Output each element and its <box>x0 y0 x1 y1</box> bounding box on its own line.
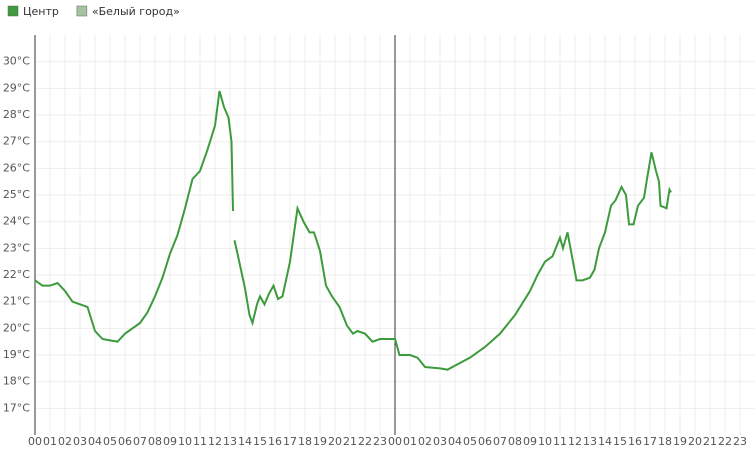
legend-label: Центр <box>23 5 59 18</box>
x-tick-label: 19 <box>313 435 327 448</box>
y-tick-label: 30°C <box>3 55 30 68</box>
y-tick-label: 19°C <box>3 348 30 361</box>
x-tick-label: 22 <box>718 435 732 448</box>
x-tick-label: 16 <box>628 435 642 448</box>
x-tick-label: 00 <box>28 435 42 448</box>
x-tick-label: 02 <box>418 435 432 448</box>
y-tick-label: 24°C <box>3 215 30 228</box>
x-tick-label: 15 <box>613 435 627 448</box>
y-tick-label: 21°C <box>3 295 30 308</box>
x-tick-label: 13 <box>583 435 597 448</box>
y-tick-label: 18°C <box>3 375 30 388</box>
x-tick-label: 13 <box>223 435 237 448</box>
x-tick-label: 11 <box>553 435 567 448</box>
x-tick-label: 17 <box>283 435 297 448</box>
x-tick-label: 21 <box>703 435 717 448</box>
x-tick-label: 05 <box>103 435 117 448</box>
line-series <box>233 152 672 371</box>
y-tick-label: 23°C <box>3 241 30 254</box>
x-tick-label: 03 <box>73 435 87 448</box>
y-tick-label: 28°C <box>3 108 30 121</box>
y-tick-label: 26°C <box>3 161 30 174</box>
x-tick-label: 23 <box>373 435 387 448</box>
x-tick-label: 22 <box>358 435 372 448</box>
y-tick-label: 25°C <box>3 188 30 201</box>
x-tick-label: 05 <box>463 435 477 448</box>
legend-swatch <box>76 5 88 17</box>
x-tick-label: 21 <box>343 435 357 448</box>
x-tick-label: 04 <box>88 435 102 448</box>
x-tick-label: 20 <box>328 435 342 448</box>
x-tick-label: 02 <box>58 435 72 448</box>
x-tick-label: 03 <box>433 435 447 448</box>
x-tick-label: 06 <box>118 435 132 448</box>
x-tick-label: 16 <box>268 435 282 448</box>
x-tick-label: 10 <box>538 435 552 448</box>
y-tick-label: 17°C <box>3 401 30 414</box>
x-tick-label: 11 <box>193 435 207 448</box>
x-tick-label: 06 <box>478 435 492 448</box>
x-tick-label: 19 <box>673 435 687 448</box>
x-tick-label: 09 <box>163 435 177 448</box>
line-series <box>34 90 234 343</box>
x-tick-label: 00 <box>388 435 402 448</box>
x-tick-label: 01 <box>403 435 417 448</box>
y-tick-label: 22°C <box>3 268 30 281</box>
x-tick-label: 14 <box>598 435 612 448</box>
x-tick-label: 01 <box>43 435 57 448</box>
x-tick-label: 08 <box>148 435 162 448</box>
x-tick-label: 14 <box>238 435 252 448</box>
y-tick-label: 27°C <box>3 135 30 148</box>
x-tick-label: 12 <box>208 435 222 448</box>
x-tick-label: 04 <box>448 435 462 448</box>
x-tick-label: 12 <box>568 435 582 448</box>
x-tick-label: 23 <box>733 435 747 448</box>
x-tick-label: 20 <box>688 435 702 448</box>
x-tick-label: 10 <box>178 435 192 448</box>
x-tick-label: 18 <box>298 435 312 448</box>
legend-label: «Белый город» <box>92 5 180 18</box>
x-tick-label: 07 <box>493 435 507 448</box>
legend-swatch <box>7 5 19 17</box>
x-tick-label: 18 <box>658 435 672 448</box>
x-tick-label: 17 <box>643 435 657 448</box>
y-tick-label: 29°C <box>3 81 30 94</box>
x-tick-label: 07 <box>133 435 147 448</box>
x-tick-label: 15 <box>253 435 267 448</box>
x-tick-label: 09 <box>523 435 537 448</box>
y-tick-label: 20°C <box>3 321 30 334</box>
x-tick-label: 08 <box>508 435 522 448</box>
